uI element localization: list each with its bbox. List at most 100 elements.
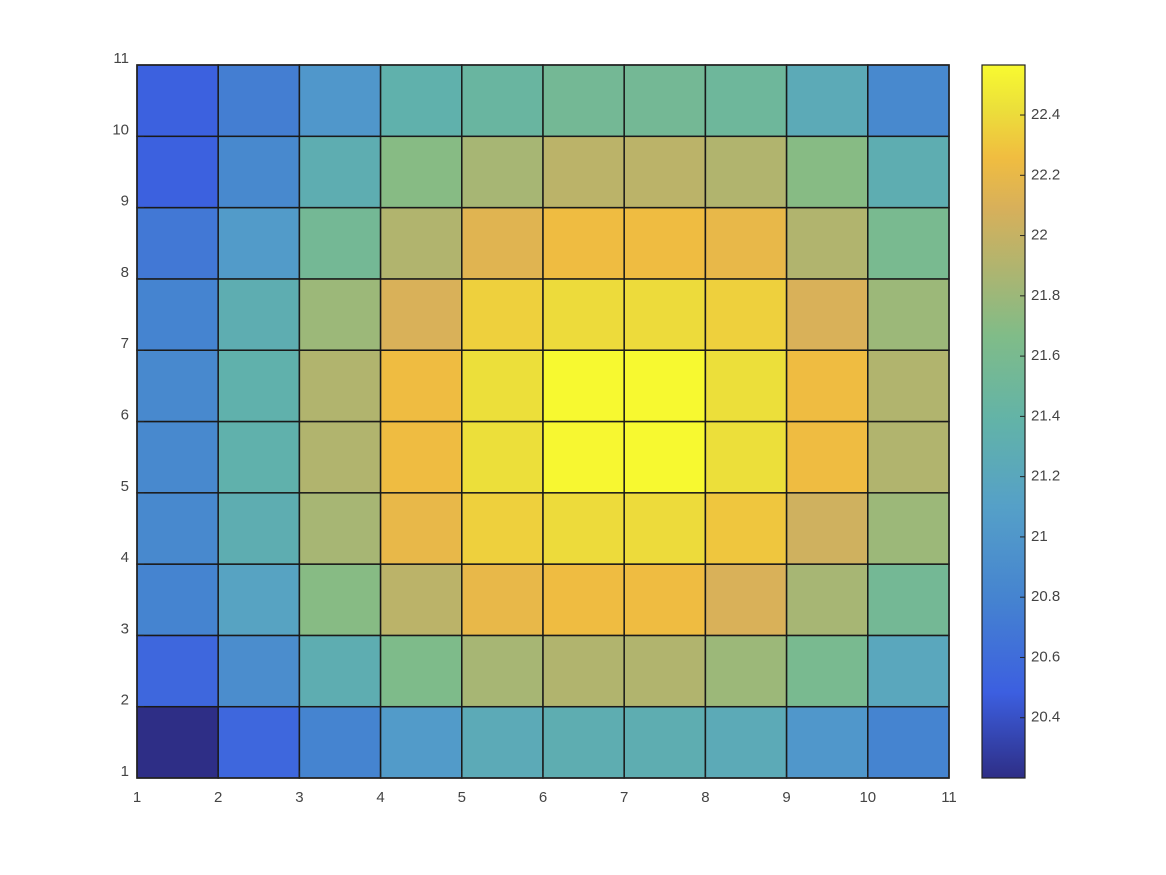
cell: [867, 420, 950, 494]
y-tick-label: 4: [121, 549, 129, 566]
cell: [785, 492, 869, 565]
cell: [542, 634, 625, 708]
cell: [217, 349, 301, 423]
cell: [461, 206, 544, 280]
cell: [867, 634, 950, 708]
colorbar-tick-label: 22.4: [1031, 106, 1060, 123]
cell: [136, 278, 219, 351]
cell: [461, 135, 544, 209]
cell: [623, 634, 707, 708]
cell: [704, 563, 788, 637]
cell: [867, 64, 950, 138]
colorbar-tick-label: 20.8: [1031, 588, 1060, 605]
y-tick-label: 11: [113, 50, 129, 67]
y-tick-label: 1: [121, 763, 129, 780]
cell: [461, 349, 544, 423]
cell: [136, 634, 219, 708]
cell: [867, 278, 950, 351]
x-tick-label: 1: [133, 789, 141, 806]
colorbar-tick-label: 21.8: [1031, 287, 1060, 304]
cell: [379, 705, 463, 779]
x-tick-label: 9: [782, 789, 790, 806]
cell: [623, 492, 707, 565]
cell: [542, 705, 625, 779]
y-tick-label: 5: [121, 478, 129, 495]
cell: [623, 563, 707, 637]
cell: [785, 278, 869, 351]
cell: [217, 492, 301, 565]
cell: [461, 420, 544, 494]
cell: [623, 278, 707, 351]
cell: [298, 420, 382, 494]
cell: [217, 206, 301, 280]
x-tick-label: 4: [376, 789, 384, 806]
cell: [136, 206, 219, 280]
cell: [704, 420, 788, 494]
cell: [379, 64, 463, 138]
cell: [704, 634, 788, 708]
y-tick-label: 10: [112, 121, 129, 138]
y-tick-label: 6: [121, 406, 129, 423]
y-tick-label: 7: [121, 335, 129, 352]
cell: [461, 634, 544, 708]
cell: [298, 206, 382, 280]
x-tick-label: 8: [701, 789, 709, 806]
x-tick-label: 6: [539, 789, 547, 806]
y-tick-label: 3: [121, 620, 129, 637]
cell: [867, 206, 950, 280]
x-tick-label: 10: [859, 789, 876, 806]
cell: [867, 563, 950, 637]
cell: [623, 64, 707, 138]
colorbar-tick-label: 22.2: [1031, 166, 1060, 183]
cell: [867, 705, 950, 779]
cell: [217, 135, 301, 209]
cell: [785, 420, 869, 494]
y-tick-label: 2: [121, 692, 129, 709]
cell: [136, 349, 219, 423]
cell: [461, 705, 544, 779]
cell: [623, 206, 707, 280]
cell: [217, 64, 301, 138]
cell: [379, 206, 463, 280]
colorbar-tick-label: 22: [1031, 227, 1048, 244]
cell: [785, 634, 869, 708]
colorbar-tick-label: 21: [1031, 528, 1048, 545]
cell: [623, 420, 707, 494]
cell: [298, 135, 382, 209]
cell: [461, 492, 544, 565]
cell: [704, 349, 788, 423]
cell: [379, 634, 463, 708]
cell: [704, 64, 788, 138]
colorbar: [981, 64, 1026, 779]
cell: [379, 349, 463, 423]
cell: [542, 64, 625, 138]
cell: [867, 135, 950, 209]
cell: [785, 349, 869, 423]
cell: [704, 492, 788, 565]
cell: [136, 64, 219, 138]
cell: [542, 492, 625, 565]
cell: [704, 278, 788, 351]
cell: [542, 420, 625, 494]
cell: [136, 705, 219, 779]
cell: [298, 492, 382, 565]
colorbar-tick-label: 20.4: [1031, 709, 1060, 726]
cell: [867, 349, 950, 423]
cell: [379, 135, 463, 209]
cell: [785, 64, 869, 138]
cell: [623, 705, 707, 779]
x-tick-label: 2: [214, 789, 222, 806]
cell: [542, 349, 625, 423]
cell: [623, 135, 707, 209]
cell: [704, 705, 788, 779]
cell: [298, 349, 382, 423]
cell: [704, 135, 788, 209]
cell: [298, 278, 382, 351]
cell: [136, 492, 219, 565]
cell: [542, 135, 625, 209]
cell: [298, 634, 382, 708]
cell: [379, 278, 463, 351]
cell: [542, 206, 625, 280]
y-tick-label: 8: [121, 264, 129, 281]
